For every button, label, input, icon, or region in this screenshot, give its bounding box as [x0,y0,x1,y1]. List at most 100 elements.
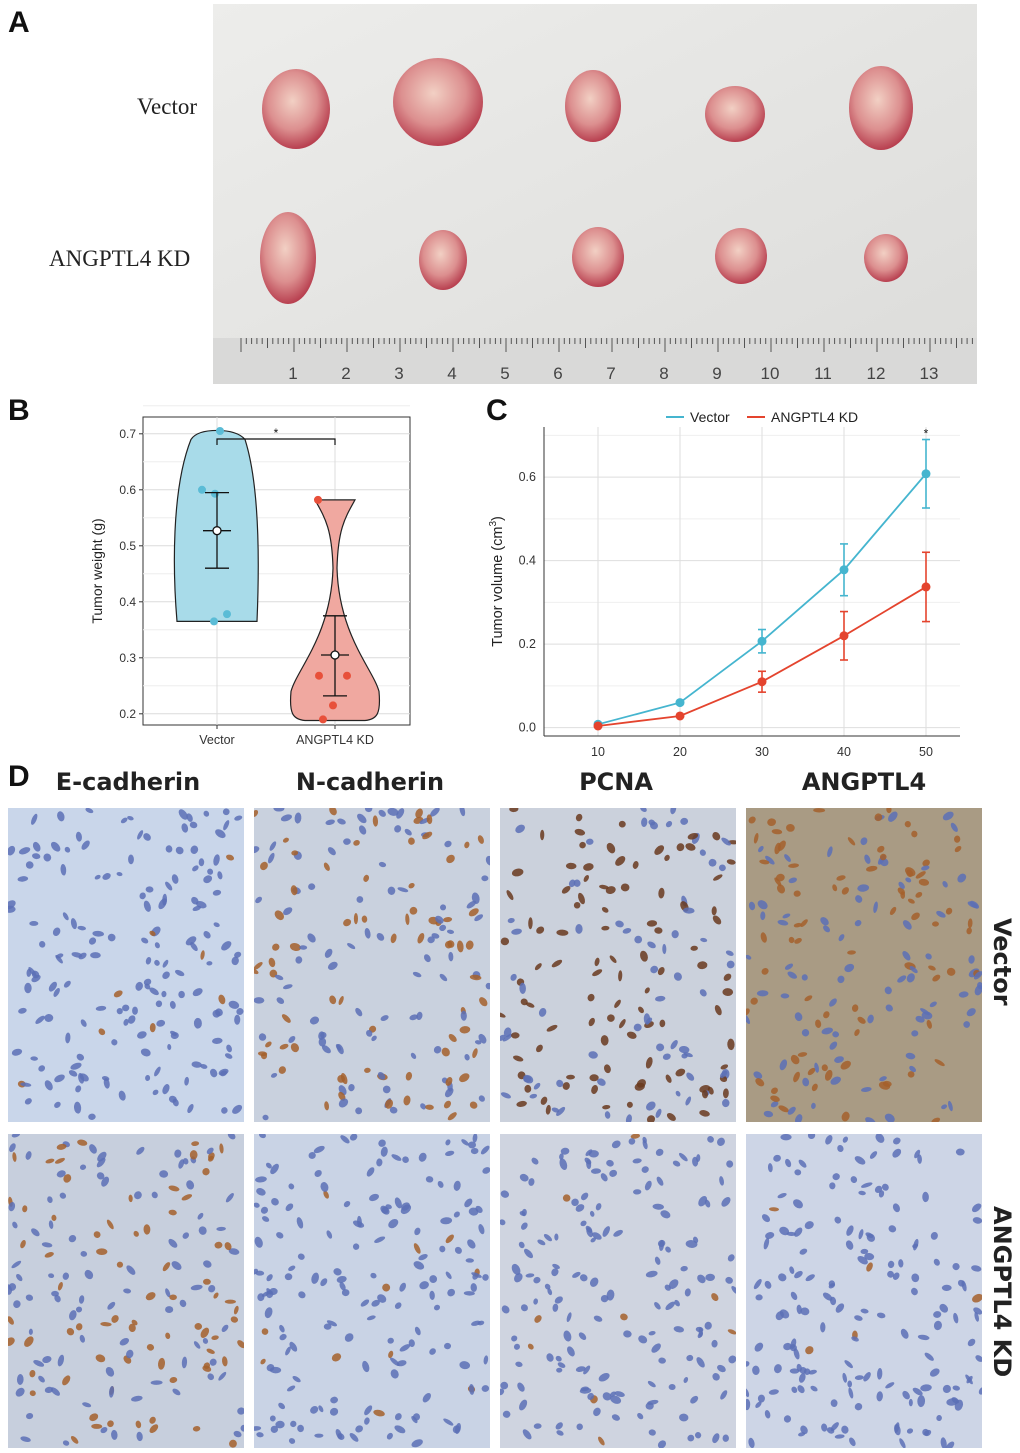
nucleus [902,950,911,961]
nucleus [921,865,930,871]
stained-cell [214,1241,223,1249]
nucleus [431,933,440,939]
nucleus [374,1236,386,1243]
nucleus [645,1402,654,1410]
nucleus [337,818,346,825]
stained-cell [372,815,379,827]
nucleus [578,1332,587,1341]
nucleus [905,877,912,883]
nucleus [894,1424,901,1436]
nucleus [79,1073,89,1082]
stained-cell [200,1327,210,1338]
nucleus [538,1007,547,1017]
stained-cell [904,821,911,828]
ihc-row-label-vector: Vector [988,918,1016,1006]
nucleus [200,1064,208,1069]
stained-cell [408,837,415,845]
stained-cell [200,950,205,960]
nucleus [95,1005,107,1011]
stained-cell [441,1047,450,1057]
nucleus [789,1344,797,1352]
nucleus [810,1385,818,1392]
nucleus [779,1059,788,1071]
nucleus [297,1424,304,1433]
stained-cell [911,912,920,921]
nucleus [198,858,205,867]
stained-cell [551,959,563,968]
stained-cell [468,908,479,917]
photo-row-label-vector: Vector [137,94,198,119]
nucleus [662,943,667,955]
nucleus [314,1169,322,1177]
nucleus [470,1147,479,1155]
nucleus [755,1401,762,1408]
y-tick-label: 0.4 [519,554,536,568]
stained-cell [22,1205,28,1213]
nucleus [955,1148,965,1156]
stained-cell [713,874,723,881]
nucleus [884,986,892,995]
stained-cell [57,1281,63,1291]
nucleus [615,920,624,928]
stained-cell [113,990,123,998]
nucleus [879,1076,887,1082]
stained-cell [591,1085,598,1094]
nucleus [905,1052,916,1060]
nucleus [554,1233,559,1241]
nucleus [193,1017,202,1029]
nucleus [673,972,682,981]
nucleus [697,1274,706,1284]
nucleus [123,1018,129,1026]
nucleus [79,1164,87,1170]
nucleus [377,1071,386,1080]
nucleus [370,1272,377,1279]
nucleus [814,1062,819,1073]
nucleus [668,1279,679,1289]
tumor-vector-1 [262,69,330,149]
nucleus [485,855,490,866]
nucleus [708,858,717,867]
nucleus [355,1425,363,1433]
nucleus [297,1253,305,1260]
stained-cell [578,892,585,905]
stained-cell [646,920,658,927]
nucleus [107,1301,116,1310]
nucleus [54,1294,61,1303]
nucleus [366,1029,373,1037]
legend-label: ANGPTL4 KD [771,409,858,425]
nucleus [228,1000,240,1009]
stained-cell [573,901,581,909]
nucleus [968,955,975,964]
nucleus [746,1398,751,1411]
nucleus [971,1265,982,1272]
stained-cell [98,1028,106,1036]
data-point [839,631,849,641]
nucleus [500,1092,511,1099]
nucleus [860,1248,869,1255]
nucleus [288,1036,296,1043]
stained-cell [445,1234,454,1244]
stained-cell [775,873,785,882]
nucleus [213,922,220,928]
stained-cell [877,845,885,853]
ruler-number: 12 [867,364,886,383]
nucleus [290,1420,297,1428]
nucleus [154,942,160,949]
nucleus [321,1045,331,1054]
nucleus [595,1203,602,1211]
stained-cell [915,892,923,898]
stained-cell [640,950,648,962]
nucleus [623,1330,632,1338]
stained-cell [607,1014,615,1022]
nucleus [823,925,831,933]
nucleus [444,1087,454,1098]
nucleus [352,1243,360,1250]
x-tick-label: Vector [199,733,234,747]
nucleus [391,1154,402,1161]
nucleus [799,1248,808,1255]
nucleus [711,1339,718,1348]
nucleus [478,1033,487,1044]
nucleus [763,1237,770,1250]
nucleus [678,1045,690,1054]
nucleus [149,987,159,996]
